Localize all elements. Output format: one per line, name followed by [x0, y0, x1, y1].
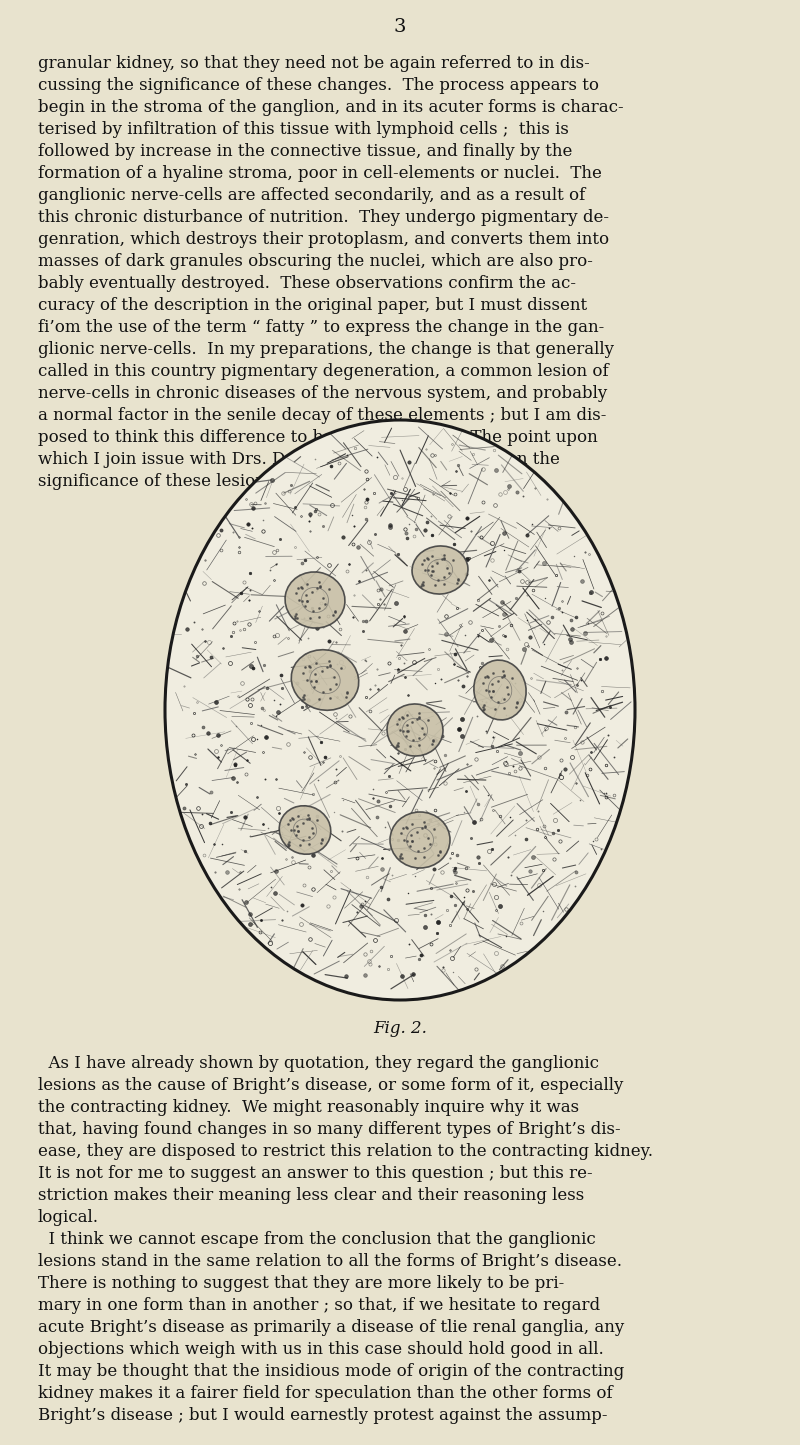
Text: nerve-cells in chronic diseases of the nervous system, and probably: nerve-cells in chronic diseases of the n… — [38, 384, 607, 402]
Text: lesions stand in the same relation to all the forms of Bright’s disease.: lesions stand in the same relation to al… — [38, 1253, 622, 1270]
Text: cussing the significance of these changes.  The process appears to: cussing the significance of these change… — [38, 77, 599, 94]
Text: lesions as the cause of Bright’s disease, or some form of it, especially: lesions as the cause of Bright’s disease… — [38, 1077, 623, 1094]
Text: logical.: logical. — [38, 1209, 99, 1225]
Text: that, having found changes in so many different types of Bright’s dis-: that, having found changes in so many di… — [38, 1121, 621, 1139]
Text: terised by infiltration of this tissue with lymphoid cells ;  this is: terised by infiltration of this tissue w… — [38, 121, 569, 139]
Ellipse shape — [412, 546, 468, 594]
Ellipse shape — [291, 650, 358, 711]
Text: granular kidney, so that they need not be again referred to in dis-: granular kidney, so that they need not b… — [38, 55, 590, 72]
Text: the contracting kidney.  We might reasonably inquire why it was: the contracting kidney. We might reasona… — [38, 1100, 579, 1116]
Text: striction makes their meaning less clear and their reasoning less: striction makes their meaning less clear… — [38, 1186, 584, 1204]
Text: posed to think this difference to be merely verbal.  The point upon: posed to think this difference to be mer… — [38, 429, 598, 447]
Text: It is not for me to suggest an answer to this question ; but this re-: It is not for me to suggest an answer to… — [38, 1165, 593, 1182]
Ellipse shape — [285, 572, 345, 629]
Text: significance of these lesions.: significance of these lesions. — [38, 473, 280, 490]
Text: formation of a hyaline stroma, poor in cell-elements or nuclei.  The: formation of a hyaline stroma, poor in c… — [38, 165, 602, 182]
Ellipse shape — [474, 660, 526, 720]
Text: called in this country pigmentary degeneration, a common lesion of: called in this country pigmentary degene… — [38, 363, 609, 380]
Text: There is nothing to suggest that they are more likely to be pri-: There is nothing to suggest that they ar… — [38, 1274, 564, 1292]
Text: glionic nerve-cells.  In my preparations, the change is that generally: glionic nerve-cells. In my preparations,… — [38, 341, 614, 358]
Text: genration, which destroys their protoplasm, and converts them into: genration, which destroys their protopla… — [38, 231, 609, 249]
Text: which I join issue with Drs. Da Costa and Longstreth is on the: which I join issue with Drs. Da Costa an… — [38, 451, 560, 468]
Text: I think we cannot escape from the conclusion that the ganglionic: I think we cannot escape from the conclu… — [38, 1231, 596, 1248]
Ellipse shape — [390, 812, 450, 868]
Text: curacy of the description in the original paper, but I must dissent: curacy of the description in the origina… — [38, 298, 587, 314]
Text: Fig. 2.: Fig. 2. — [373, 1020, 427, 1038]
Text: ease, they are disposed to restrict this relation to the contracting kidney.: ease, they are disposed to restrict this… — [38, 1143, 653, 1160]
Text: ganglionic nerve-cells are affected secondarily, and as a result of: ganglionic nerve-cells are affected seco… — [38, 186, 586, 204]
Text: mary in one form than in another ; so that, if we hesitate to regard: mary in one form than in another ; so th… — [38, 1298, 600, 1314]
Text: masses of dark granules obscuring the nuclei, which are also pro-: masses of dark granules obscuring the nu… — [38, 253, 593, 270]
Ellipse shape — [165, 420, 635, 1000]
Text: As I have already shown by quotation, they regard the ganglionic: As I have already shown by quotation, th… — [38, 1055, 599, 1072]
Text: Bright’s disease ; but I would earnestly protest against the assump-: Bright’s disease ; but I would earnestly… — [38, 1407, 607, 1423]
Ellipse shape — [279, 806, 330, 854]
Text: It may be thought that the insidious mode of origin of the contracting: It may be thought that the insidious mod… — [38, 1363, 624, 1380]
Text: bably eventually destroyed.  These observations confirm the ac-: bably eventually destroyed. These observ… — [38, 275, 576, 292]
Ellipse shape — [387, 704, 443, 756]
Text: acute Bright’s disease as primarily a disease of tlie renal ganglia, any: acute Bright’s disease as primarily a di… — [38, 1319, 624, 1337]
Text: followed by increase in the connective tissue, and finally by the: followed by increase in the connective t… — [38, 143, 572, 160]
Text: a normal factor in the senile decay of these elements ; but I am dis-: a normal factor in the senile decay of t… — [38, 407, 606, 423]
Text: kidney makes it a fairer field for speculation than the other forms of: kidney makes it a fairer field for specu… — [38, 1384, 613, 1402]
Text: 3: 3 — [394, 17, 406, 36]
Text: objections which weigh with us in this case should hold good in all.: objections which weigh with us in this c… — [38, 1341, 604, 1358]
Text: begin in the stroma of the ganglion, and in its acuter forms is charac-: begin in the stroma of the ganglion, and… — [38, 100, 624, 116]
Text: this chronic disturbance of nutrition.  They undergo pigmentary de-: this chronic disturbance of nutrition. T… — [38, 210, 609, 225]
Text: fi’om the use of the term “ fatty ” to express the change in the gan-: fi’om the use of the term “ fatty ” to e… — [38, 319, 604, 337]
